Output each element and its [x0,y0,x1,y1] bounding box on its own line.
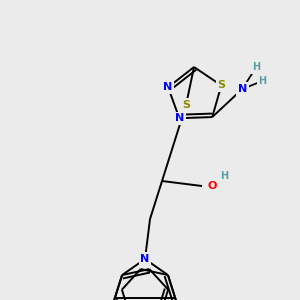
Text: H: H [252,62,260,72]
Text: H: H [220,171,228,181]
Text: S: S [217,80,225,90]
Text: N: N [140,254,150,264]
Text: S: S [182,100,190,110]
Text: N: N [140,254,150,264]
Text: N: N [164,82,173,92]
Text: N: N [175,113,184,123]
Text: H: H [258,76,266,86]
Text: N: N [238,84,247,94]
Text: O: O [207,181,217,191]
